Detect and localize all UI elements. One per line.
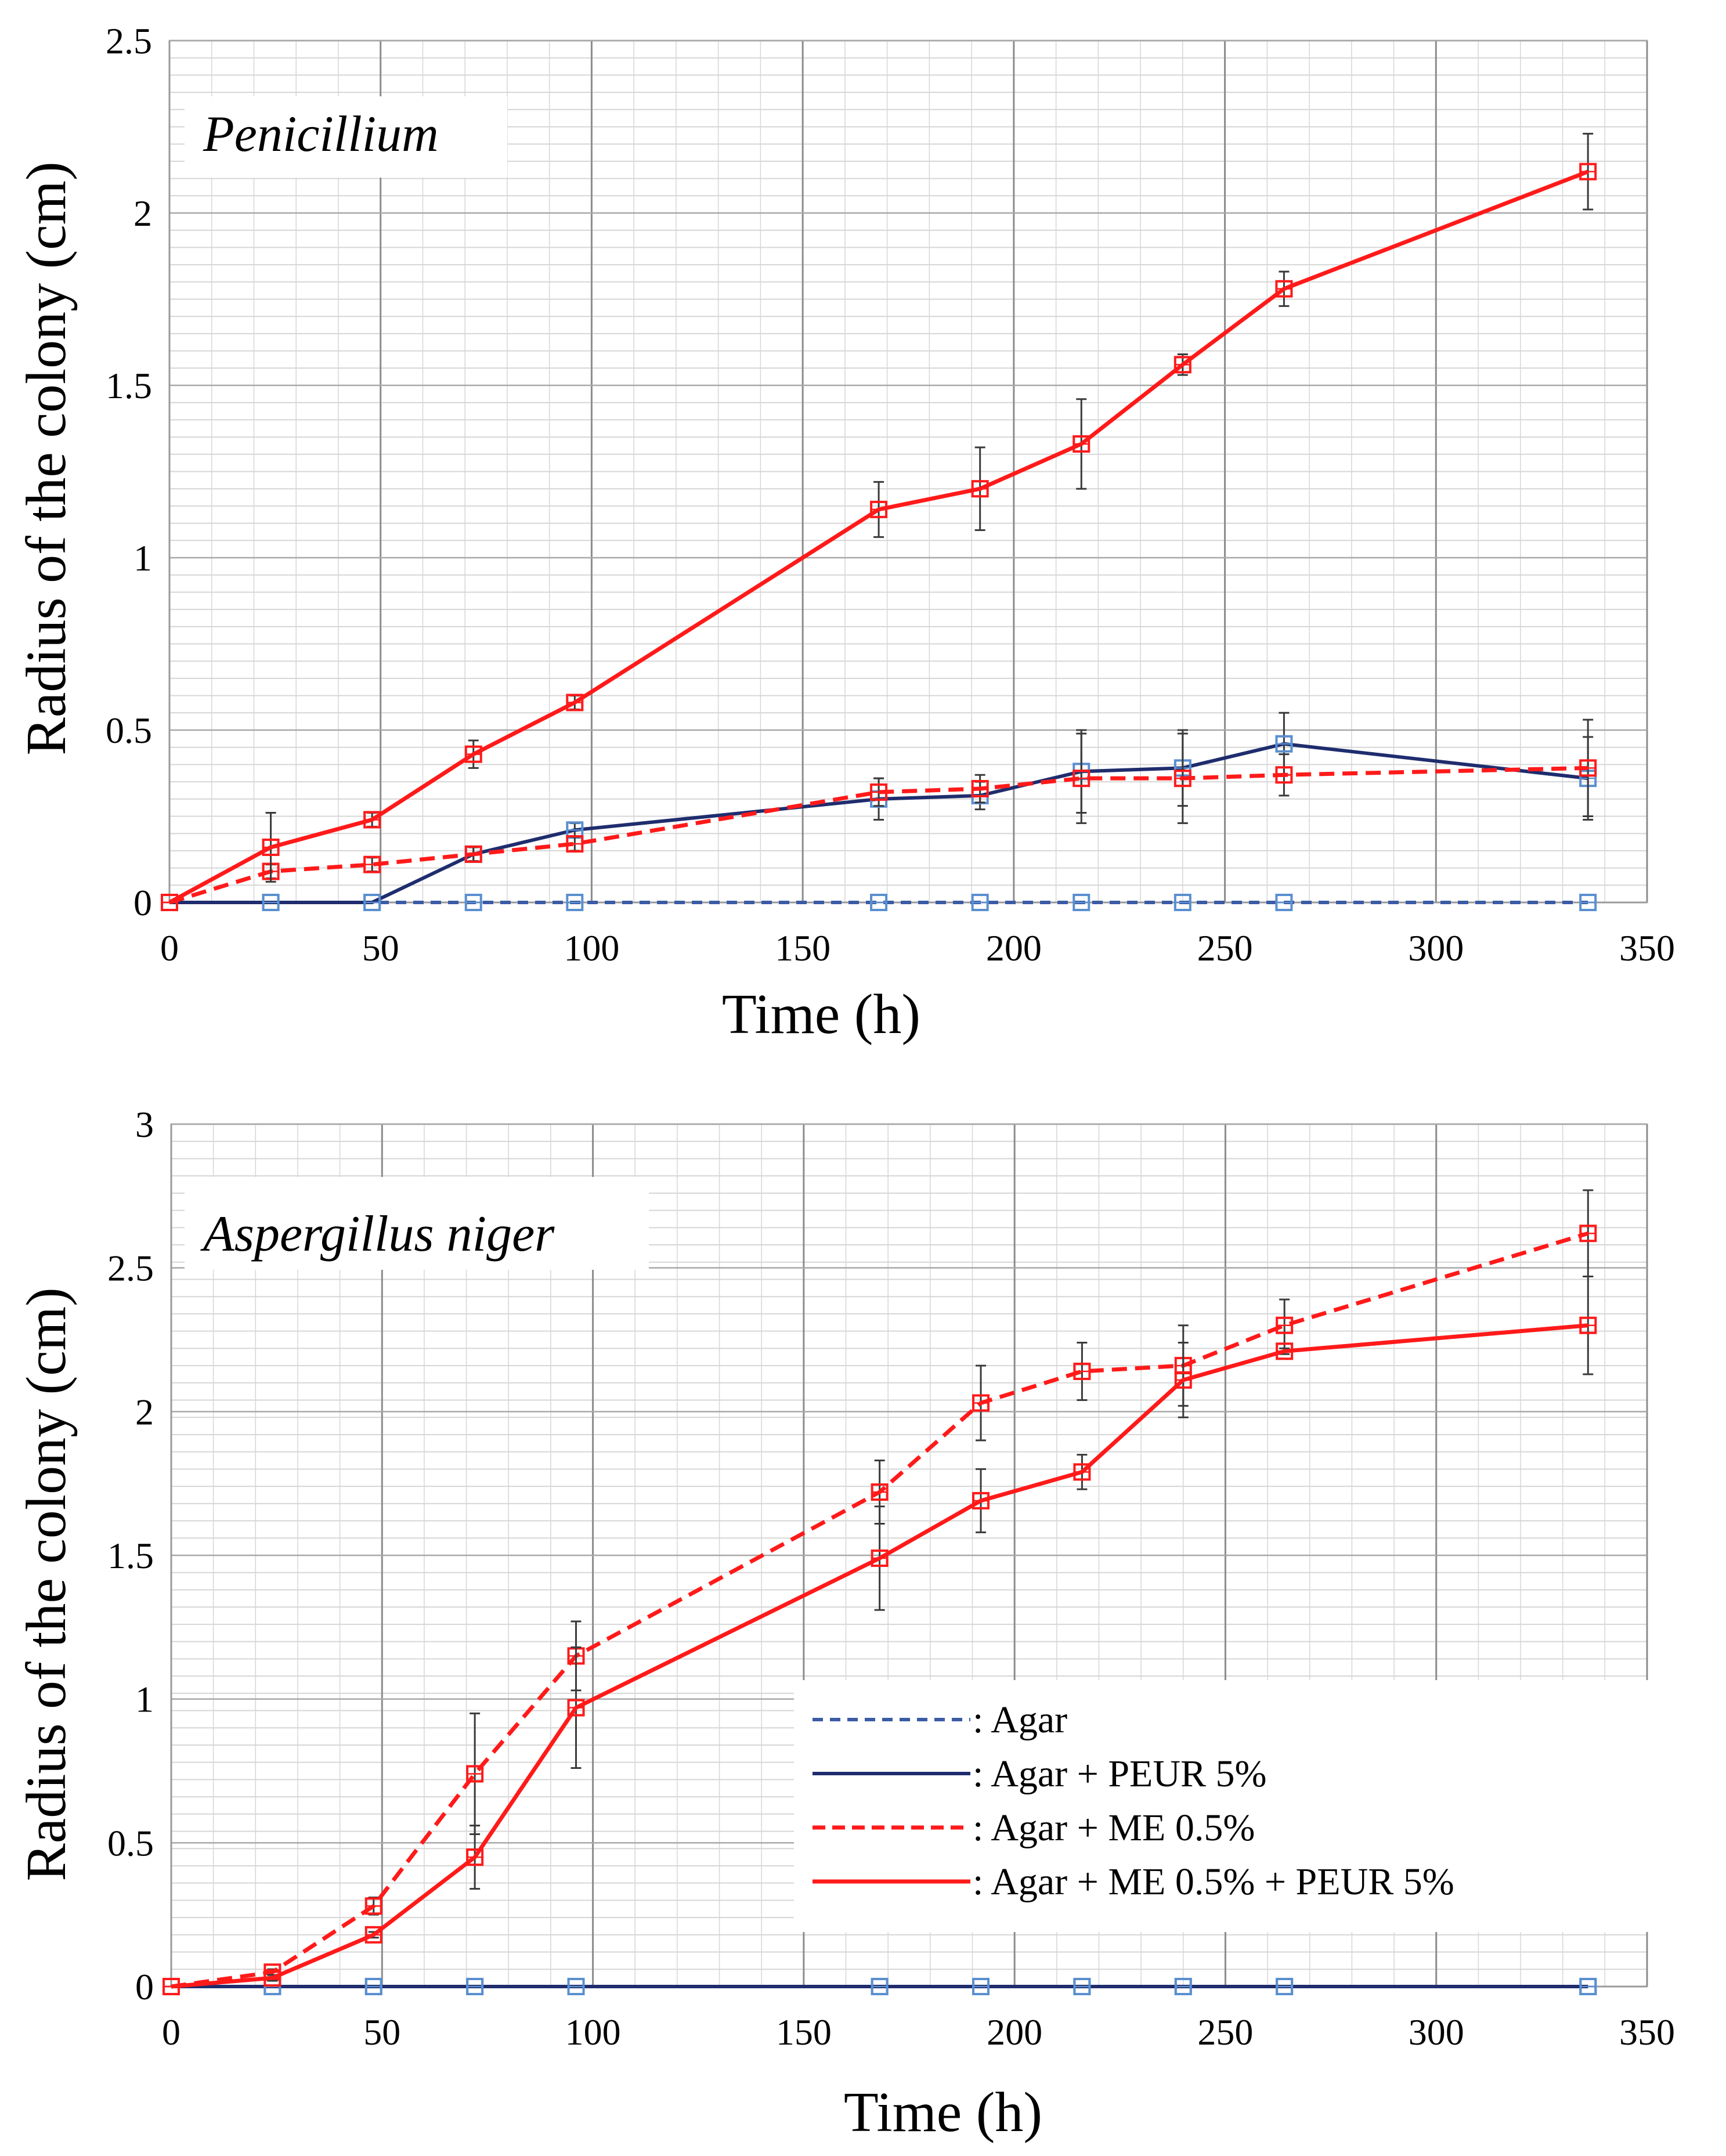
x-tick-label: 250	[1197, 927, 1253, 969]
y-tick-label: 1.5	[107, 1535, 154, 1576]
x-tick-label: 300	[1409, 2011, 1464, 2053]
legend: : Agar : Agar + PEUR 5% : Agar + ME 0.5% : …	[794, 1680, 1677, 1932]
x-tick-labels: 0 50 100 150 200 250 300 350	[162, 2011, 1675, 2053]
legend-label: : Agar + ME 0.5% + PEUR 5%	[973, 1861, 1454, 1903]
y-axis-label: Radius of the colony (cm)	[15, 1287, 78, 1881]
x-tick-label: 250	[1197, 2011, 1253, 2053]
x-tick-label: 200	[986, 927, 1042, 969]
series-agar-me-0-5-peur-5	[163, 1276, 1597, 1995]
x-tick-label: 300	[1408, 927, 1464, 969]
chart-title: Aspergillus niger	[200, 1206, 555, 1262]
y-tick-label: 2	[133, 193, 152, 234]
y-tick-label: 2.5	[107, 1248, 154, 1289]
x-tick-label: 200	[987, 2011, 1042, 2053]
aspergillus-niger-chart: 0 0.5 1 1.5 2 2.5 3 0 50 100 150 200 250 300 350 Aspe…	[15, 1104, 1677, 2144]
legend-label: : Agar + PEUR 5%	[973, 1753, 1267, 1795]
y-tick-label: 1	[135, 1679, 154, 1720]
x-tick-label: 350	[1619, 927, 1675, 969]
chart-title: Penicillium	[203, 106, 439, 162]
legend-label: : Agar + ME 0.5%	[973, 1807, 1255, 1849]
x-tick-label: 0	[162, 2011, 180, 2053]
x-tick-label: 50	[363, 2011, 400, 2053]
x-tick-labels: 0 50 100 150 200 250 300 350	[160, 927, 1675, 969]
legend-box	[794, 1680, 1677, 1932]
x-tick-label: 100	[565, 2011, 621, 2053]
x-axis-label: Time (h)	[844, 2081, 1042, 2144]
x-tick-label: 350	[1619, 2011, 1675, 2053]
x-tick-label: 50	[362, 927, 399, 969]
y-tick-label: 2.5	[106, 20, 152, 62]
y-tick-label: 0.5	[107, 1822, 154, 1864]
y-axis-label: Radius of the colony (cm)	[15, 161, 78, 755]
y-tick-label: 2	[135, 1391, 154, 1432]
y-tick-labels: 0 0.5 1 1.5 2 2.5 3	[107, 1104, 154, 2007]
y-tick-label: 0.5	[106, 710, 152, 751]
x-tick-label: 150	[776, 2011, 832, 2053]
y-tick-label: 0	[135, 1966, 154, 2007]
series-layer	[163, 1189, 1597, 1995]
y-tick-label: 3	[135, 1104, 154, 1145]
gridlines	[168, 39, 1648, 904]
y-tick-label: 1.5	[106, 365, 152, 406]
chart-title-box	[185, 96, 507, 178]
x-tick-label: 100	[564, 927, 619, 969]
series-agar-me-0-5-peur-5	[161, 132, 1597, 911]
series-layer	[161, 132, 1597, 911]
y-tick-label: 1	[133, 537, 152, 579]
x-axis-label: Time (h)	[722, 983, 920, 1046]
x-tick-label: 150	[775, 927, 830, 969]
series-line	[168, 765, 1588, 905]
legend-label: : Agar	[973, 1699, 1067, 1741]
y-tick-label: 0	[133, 882, 152, 923]
y-tick-labels: 0 0.5 1 1.5 2 2.5	[106, 20, 152, 923]
chart-title-box	[185, 1177, 649, 1270]
x-tick-label: 0	[160, 927, 179, 969]
penicillium-chart: 0 0.5 1 1.5 2 2.5 0 50 100 150 200 250 300 350 Penic…	[15, 20, 1675, 1046]
